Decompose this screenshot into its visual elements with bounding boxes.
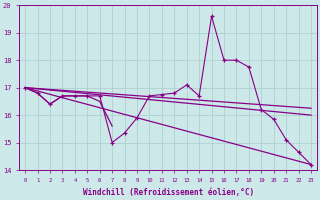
X-axis label: Windchill (Refroidissement éolien,°C): Windchill (Refroidissement éolien,°C) (83, 188, 254, 197)
